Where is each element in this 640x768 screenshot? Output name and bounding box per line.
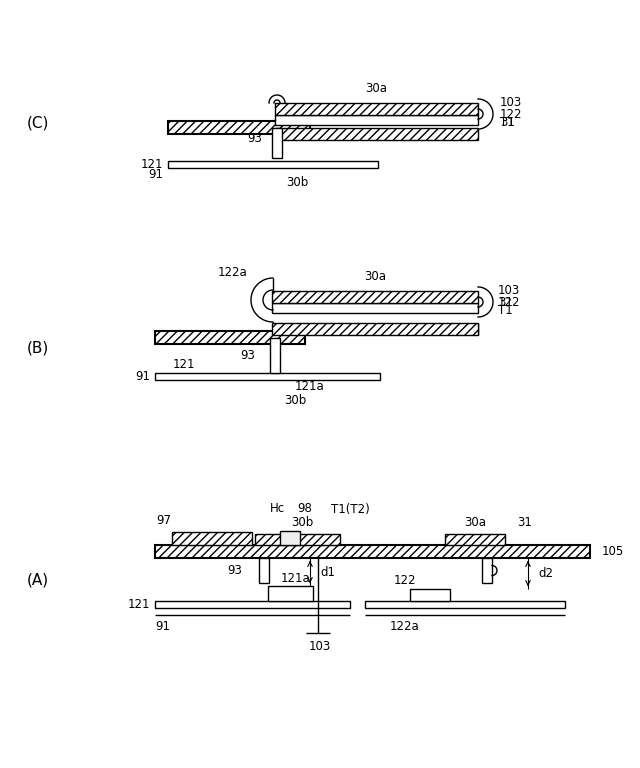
Text: (A): (A): [27, 572, 49, 588]
Text: (B): (B): [27, 340, 49, 356]
Text: 31: 31: [498, 296, 513, 309]
Bar: [270, 338, 280, 373]
Text: 122: 122: [498, 296, 520, 310]
Bar: [445, 534, 505, 545]
Bar: [280, 531, 300, 545]
Text: 121: 121: [127, 598, 150, 611]
Bar: [275, 128, 478, 140]
Text: 93: 93: [247, 131, 262, 144]
Bar: [410, 589, 450, 601]
Text: T1: T1: [498, 304, 513, 317]
Text: 91: 91: [148, 168, 163, 181]
Text: 93: 93: [227, 564, 242, 577]
Bar: [365, 601, 565, 608]
Text: 97: 97: [157, 514, 172, 527]
Bar: [482, 558, 492, 583]
Text: 30b: 30b: [286, 177, 308, 190]
Text: 30b: 30b: [284, 395, 306, 408]
Text: 30a: 30a: [364, 270, 386, 283]
Bar: [272, 323, 478, 335]
Text: 103: 103: [500, 97, 522, 110]
Text: 121: 121: [141, 157, 163, 170]
Text: 121a: 121a: [280, 571, 310, 584]
Bar: [272, 128, 282, 158]
Text: (C): (C): [27, 115, 49, 131]
Bar: [275, 103, 478, 115]
Text: 91: 91: [156, 621, 170, 634]
Text: 121: 121: [173, 359, 195, 372]
Bar: [275, 115, 478, 125]
Text: 30b: 30b: [291, 515, 314, 528]
Text: d1: d1: [320, 565, 335, 578]
Text: 103: 103: [309, 641, 331, 654]
Text: Hc: Hc: [269, 502, 285, 515]
Text: 93: 93: [240, 349, 255, 362]
Text: 122: 122: [394, 574, 416, 588]
Bar: [155, 601, 350, 608]
Bar: [272, 291, 478, 303]
Text: T1(T2): T1(T2): [331, 502, 369, 515]
Bar: [168, 121, 310, 134]
Bar: [155, 545, 590, 558]
Bar: [268, 586, 313, 601]
Bar: [272, 303, 478, 313]
Bar: [172, 532, 252, 545]
Bar: [259, 558, 269, 583]
Text: 103: 103: [498, 284, 520, 297]
Bar: [155, 373, 380, 380]
Text: 122a: 122a: [390, 620, 420, 633]
Text: 105: 105: [602, 545, 624, 558]
Text: 98: 98: [298, 502, 312, 515]
Bar: [155, 331, 305, 344]
Text: 30a: 30a: [365, 82, 387, 95]
Text: 122: 122: [500, 108, 522, 121]
Text: 122a: 122a: [218, 266, 248, 280]
Bar: [168, 161, 378, 168]
Text: T1: T1: [500, 117, 515, 130]
Text: 30a: 30a: [464, 515, 486, 528]
Text: 31: 31: [500, 115, 515, 128]
Text: 91: 91: [135, 369, 150, 382]
Bar: [255, 534, 340, 545]
Text: d2: d2: [538, 567, 553, 580]
Text: 121a: 121a: [295, 380, 325, 393]
Text: 31: 31: [518, 515, 532, 528]
